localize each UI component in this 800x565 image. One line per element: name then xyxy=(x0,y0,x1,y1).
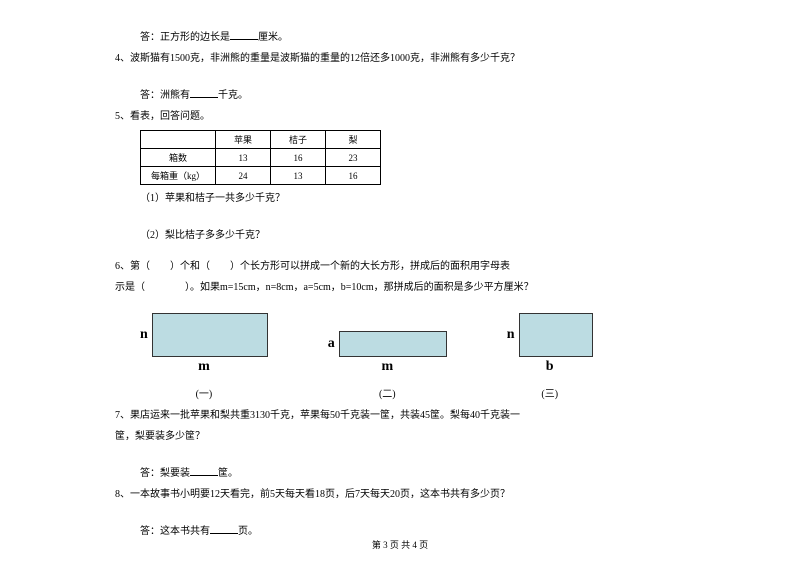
q7-answer: 答：梨要装 筐。 xyxy=(100,466,700,481)
q6-text1: 第（ ）个和（ ）个长方形可以拼成一个新的大长方形，拼成后的面积用字母表 xyxy=(130,261,510,272)
q3-answer-prefix: 答：正方形的边长是 xyxy=(140,32,230,43)
td: 13 xyxy=(216,149,271,167)
q4-answer-suffix: 千克。 xyxy=(218,90,248,101)
td: 13 xyxy=(271,167,326,185)
q4-num: 4、 xyxy=(115,53,130,64)
q5: 5、看表，回答问题。 xyxy=(100,109,700,124)
q7-answer-prefix: 答：梨要装 xyxy=(140,468,190,479)
q5-sub2: （2）梨比桔子多多少千克？ xyxy=(100,228,700,243)
q8-answer: 答：这本书共有 页。 xyxy=(100,524,700,539)
th: 桔子 xyxy=(271,131,326,149)
th: 梨 xyxy=(326,131,381,149)
shape-1: n m (一) xyxy=(140,313,268,400)
th: 苹果 xyxy=(216,131,271,149)
td: 16 xyxy=(271,149,326,167)
q8-answer-prefix: 答：这本书共有 xyxy=(140,526,210,537)
q4-answer-prefix: 答：洲熊有 xyxy=(140,90,190,101)
shape-2-left: a xyxy=(328,336,335,352)
shape-2: a m (二) xyxy=(328,331,447,400)
shape-3-left: n xyxy=(507,327,515,343)
td: 23 xyxy=(326,149,381,167)
q8-text: 一本故事书小明要12天看完，前5天每天看18页，后7天每天20页，这本书共有多少… xyxy=(130,489,510,500)
shape-1-bottom: m xyxy=(198,359,210,375)
shape-3-label: (三) xyxy=(541,385,558,400)
rect-3 xyxy=(519,313,593,357)
q4-blank xyxy=(190,88,218,98)
q7-blank xyxy=(190,466,218,476)
q7-num: 7、 xyxy=(115,410,130,421)
q3-answer: 答：正方形的边长是 厘米。 xyxy=(100,30,700,45)
q4: 4、波斯猫有1500克，非洲熊的重量是波斯猫的重量的12倍还多1000克，非洲熊… xyxy=(100,51,700,66)
page-footer: 第 3 页 共 4 页 xyxy=(0,538,800,551)
q8-answer-suffix: 页。 xyxy=(238,526,258,537)
rect-2 xyxy=(339,331,447,357)
td: 每箱重（kg） xyxy=(141,167,216,185)
th xyxy=(141,131,216,149)
q4-answer: 答：洲熊有 千克。 xyxy=(100,88,700,103)
q5-sub1: （1）苹果和桔子一共多少千克？ xyxy=(100,191,700,206)
q7-line1: 7、果店运来一批苹果和梨共重3130千克，苹果每50千克装一筐，共装45筐。梨每… xyxy=(100,408,700,423)
q6-num: 6、 xyxy=(115,261,130,272)
q6-line2: 示是（ ）。如果m=15cm，n=8cm，a=5cm，b=10cm，那拼成后的面… xyxy=(100,280,700,295)
q5-text: 看表，回答问题。 xyxy=(130,111,210,122)
q6-line1: 6、第（ ）个和（ ）个长方形可以拼成一个新的大长方形，拼成后的面积用字母表 xyxy=(100,259,700,274)
q5-num: 5、 xyxy=(115,111,130,122)
q4-text: 波斯猫有1500克，非洲熊的重量是波斯猫的重量的12倍还多1000克，非洲熊有多… xyxy=(130,53,520,64)
q7-text1: 果店运来一批苹果和梨共重3130千克，苹果每50千克装一筐，共装45筐。梨每40… xyxy=(130,410,520,421)
q8-num: 8、 xyxy=(115,489,130,500)
td: 24 xyxy=(216,167,271,185)
td: 16 xyxy=(326,167,381,185)
table-row: 箱数 13 16 23 xyxy=(141,149,381,167)
q8: 8、一本故事书小明要12天看完，前5天每天看18页，后7天每天20页，这本书共有… xyxy=(100,487,700,502)
td: 箱数 xyxy=(141,149,216,167)
table-row: 苹果 桔子 梨 xyxy=(141,131,381,149)
q7-answer-suffix: 筐。 xyxy=(218,468,238,479)
q7-line2: 筐，梨要装多少筐？ xyxy=(100,429,700,444)
q8-blank xyxy=(210,524,238,534)
q6-shapes: n m (一) a m (二) n b (三) xyxy=(140,313,700,400)
table-row: 每箱重（kg） 24 13 16 xyxy=(141,167,381,185)
shape-2-bottom: m xyxy=(381,359,393,375)
shape-1-label: (一) xyxy=(196,385,213,400)
shape-1-left: n xyxy=(140,327,148,343)
q5-table: 苹果 桔子 梨 箱数 13 16 23 每箱重（kg） 24 13 16 xyxy=(140,130,381,185)
q3-blank xyxy=(230,30,258,40)
shape-3-bottom: b xyxy=(546,359,554,375)
rect-1 xyxy=(152,313,268,357)
shape-2-label: (二) xyxy=(379,385,396,400)
q3-answer-suffix: 厘米。 xyxy=(258,32,288,43)
shape-3: n b (三) xyxy=(507,313,593,400)
